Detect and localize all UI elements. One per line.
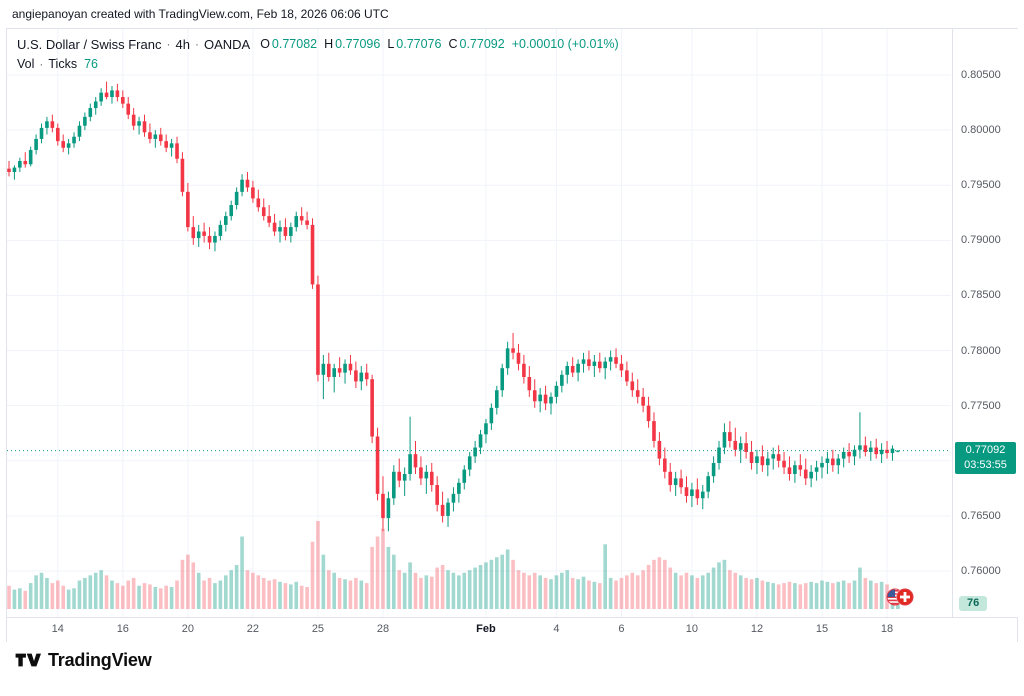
volume-value: 76: [84, 56, 98, 71]
current-price-value: 0.77092: [965, 443, 1006, 456]
low-label: L: [387, 37, 395, 51]
price-axis-label: 0.78500: [961, 289, 1001, 302]
time-axis-label: 12: [750, 623, 764, 635]
timeframe-label[interactable]: 4h: [175, 36, 190, 52]
legend-separator: ·: [194, 37, 199, 51]
current-price-badge: 0.77092 03:53:55: [955, 441, 1016, 474]
legend-main-row: U.S. Dollar / Swiss Franc · 4h · OANDA O…: [17, 35, 619, 53]
price-axis-label: 0.80500: [961, 69, 1001, 81]
time-axis-label: 25: [311, 623, 325, 635]
chart-panel: U.S. Dollar / Swiss Franc · 4h · OANDA O…: [6, 28, 1018, 642]
attribution-text: angiepanoyan created with TradingView.co…: [12, 7, 389, 21]
time-axis-label: 28: [376, 623, 390, 635]
time-axis-label: 16: [116, 623, 129, 635]
close-value: 0.77092: [459, 37, 505, 51]
candlestick-chart[interactable]: [7, 29, 951, 617]
volume-value-badge: 76: [959, 596, 988, 611]
legend-separator: ·: [166, 37, 171, 51]
volume-source-label: Ticks: [48, 56, 78, 71]
time-axis-label: 20: [181, 623, 194, 635]
legend-volume-row: Vol · Ticks 76: [17, 55, 619, 72]
time-axis-label: 4: [553, 623, 560, 635]
volume-label[interactable]: Vol: [17, 56, 35, 71]
price-axis-label: 0.78000: [961, 344, 1001, 357]
symbol-legend: U.S. Dollar / Swiss Franc · 4h · OANDA O…: [17, 35, 619, 72]
symbol-title[interactable]: U.S. Dollar / Swiss Franc: [17, 36, 162, 52]
tradingview-logo-icon[interactable]: [14, 649, 41, 671]
low-value: 0.77076: [396, 37, 442, 51]
price-chart-plot[interactable]: [7, 29, 951, 617]
legend-separator: ·: [39, 56, 44, 71]
ohlc-values: O 0.77082 H 0.77096 L 0.77076 C 0.77092 +0.0…: [260, 37, 619, 51]
price-axis-label: 0.76500: [961, 509, 1001, 522]
instrument-flags-icon: [886, 588, 914, 606]
time-axis-label: 6: [618, 623, 625, 635]
time-axis-label: Feb: [476, 623, 496, 635]
price-axis-label: 0.80000: [961, 124, 1001, 137]
exchange-label[interactable]: OANDA: [203, 36, 251, 52]
time-axis-label: 14: [51, 623, 64, 635]
time-axis-label: 10: [685, 623, 699, 635]
high-value: 0.77096: [335, 37, 381, 51]
price-axis-label: 0.79000: [961, 234, 1001, 247]
time-axis[interactable]: 14 16 20 22 25 28 Feb 4 6 10 12 15 18: [7, 617, 1017, 642]
price-axis-label: 0.79500: [961, 179, 1001, 192]
time-axis-label: 15: [815, 623, 829, 635]
high-label: H: [324, 37, 334, 51]
footer: TradingView: [14, 649, 152, 671]
open-label: O: [260, 37, 270, 51]
price-axis-label: 0.77500: [961, 399, 1001, 412]
open-value: 0.77082: [271, 37, 318, 51]
bar-countdown: 03:53:55: [964, 458, 1007, 471]
price-axis[interactable]: 0.77092 03:53:55 76 0.80500 0.80000 0.7950…: [952, 29, 1018, 617]
tradingview-brand-text[interactable]: TradingView: [48, 649, 152, 670]
close-label: C: [448, 37, 458, 51]
time-axis-label: 18: [880, 623, 894, 635]
time-axis-label: 22: [246, 623, 260, 635]
price-axis-label: 0.76000: [961, 565, 1001, 577]
change-value: +0.00010 (+0.01%): [511, 37, 619, 51]
